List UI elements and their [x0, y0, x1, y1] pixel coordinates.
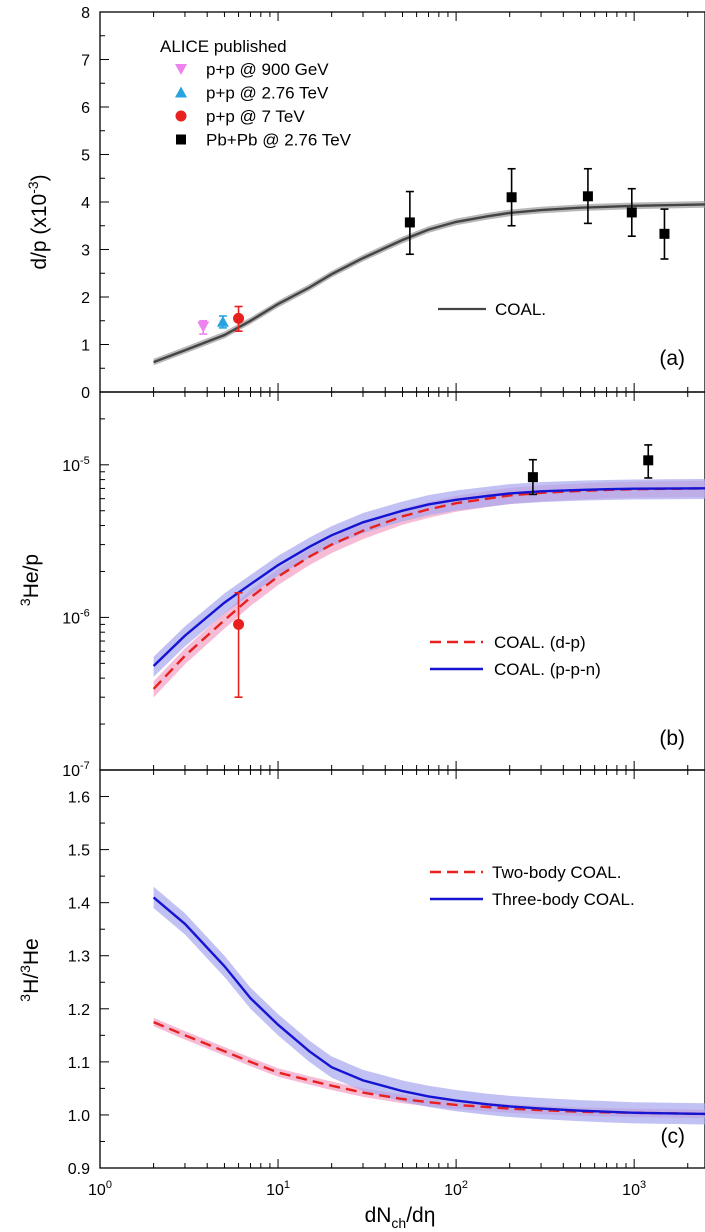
y-tick-label: 1 — [81, 338, 90, 355]
panel-a-tag: (a) — [659, 347, 685, 370]
y-tick-label: 10-6 — [62, 607, 90, 627]
axis-ticks: 0 1 2 3 4 5 6 7 8 10-7 10-6 10-5 0.9 1.0 1.1 1.2 1.3 1.4 1… — [62, 5, 689, 1199]
y-tick-label: 8 — [81, 5, 90, 22]
data-point-square — [404, 217, 415, 228]
data-point-circle — [233, 618, 245, 630]
legend-label: COAL. — [495, 300, 546, 319]
y-tick-label: 1.1 — [68, 1055, 90, 1072]
panel-b-tag: (b) — [659, 727, 685, 750]
band-three-body-coal- — [153, 886, 705, 1125]
y-tick-label: 4 — [81, 195, 90, 212]
data-point-square — [659, 228, 670, 239]
band-coal- — [153, 201, 705, 366]
y-tick-label: 1.0 — [68, 1108, 90, 1125]
x-axis-title: dNch/dη — [365, 1204, 436, 1231]
legend-marker-triangle-up — [175, 86, 187, 98]
band-coal-p-p-n- — [153, 478, 705, 677]
data-point-circle — [233, 312, 245, 324]
legend-label: p+p @ 2.76 TeV — [206, 84, 329, 103]
panel-b-frame — [99, 391, 705, 771]
y-tick-label: 6 — [81, 100, 90, 117]
legend-label: COAL. (d-p) — [494, 633, 586, 652]
y-tick-label: 1.4 — [68, 896, 90, 913]
data-point-square — [527, 472, 538, 483]
legend-label: Three-body COAL. — [492, 890, 635, 909]
y-tick-label: 2 — [81, 290, 90, 307]
x-tick-label: 100 — [88, 1179, 112, 1199]
y-tick-label: 10-5 — [62, 455, 90, 475]
legend-marker-circle — [175, 110, 187, 122]
y-tick-label: 7 — [81, 53, 90, 70]
y-tick-label: 1.2 — [68, 1002, 90, 1019]
x-tick-label: 103 — [622, 1179, 646, 1199]
curve-coal-d-p- — [152, 487, 705, 690]
legends: ALICE published p+p @ 900 GeV p+p @ 2.76 T… — [160, 37, 635, 909]
panel-a-ylabel: d/p (x10-3) — [25, 174, 51, 269]
legend-label: p+p @ 900 GeV — [206, 60, 329, 79]
data-point-square — [643, 455, 654, 466]
legend-label: Two-body COAL. — [492, 863, 621, 882]
panel-b-ylabel: 3He/p — [17, 554, 43, 606]
legend-title: ALICE published — [160, 37, 287, 56]
data-point-triangle-down — [197, 321, 210, 333]
band-coal-d-p- — [153, 480, 705, 698]
panel-a-frame — [99, 11, 705, 393]
data-point-square — [626, 207, 637, 218]
legend-label: Pb+Pb @ 2.76 TeV — [206, 131, 352, 150]
y-tick-label: 10-7 — [62, 760, 90, 780]
x-tick-label: 102 — [444, 1179, 468, 1199]
data-points — [197, 167, 670, 698]
legend-label: COAL. (p-p-n) — [494, 660, 601, 679]
curve-coal- — [153, 203, 705, 364]
data-point-triangle-up — [216, 315, 229, 327]
curve-three-body-coal- — [152, 896, 705, 1116]
panel-c-tag: (c) — [661, 1125, 686, 1148]
legend-marker-square — [176, 134, 186, 145]
panel-c-ylabel: 3H/3He — [17, 938, 43, 1001]
legend-label: p+p @ 7 TeV — [206, 107, 305, 126]
y-tick-label: 1.6 — [68, 790, 90, 807]
y-tick-label: 0.9 — [68, 1161, 90, 1178]
legend-marker-triangle-down — [175, 64, 187, 75]
y-tick-label: 3 — [81, 243, 90, 260]
uncertainty-bands — [153, 201, 705, 1125]
curve-coal-p-p-n- — [152, 487, 705, 667]
y-tick-label: 0 — [81, 385, 90, 402]
data-point-square — [506, 192, 517, 203]
model-curves — [152, 203, 705, 1116]
y-tick-label: 5 — [81, 148, 90, 165]
y-tick-label: 1.3 — [68, 949, 90, 966]
y-tick-label: 1.5 — [68, 843, 90, 860]
data-point-square — [582, 191, 593, 202]
x-tick-label: 101 — [266, 1179, 290, 1199]
